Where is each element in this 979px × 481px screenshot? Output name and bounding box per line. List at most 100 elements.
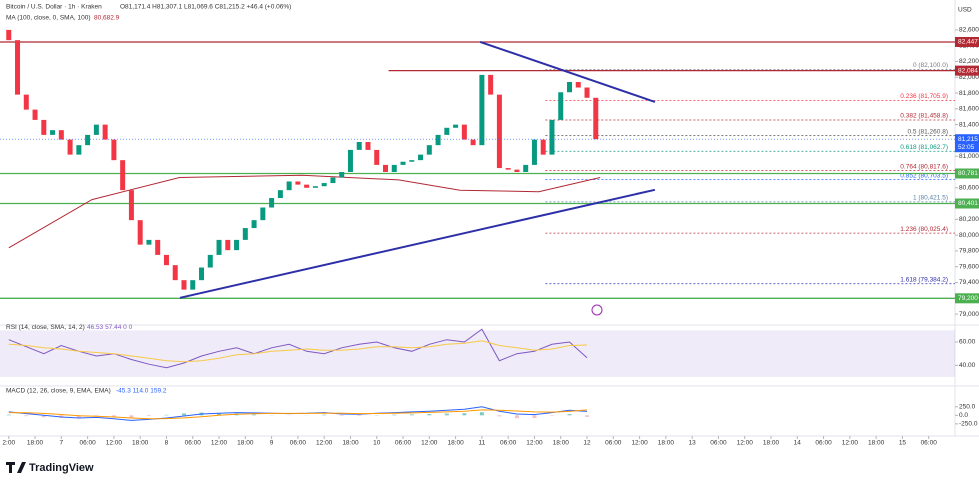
candle-body — [58, 130, 64, 140]
y-tick-label: 81,600 — [959, 106, 979, 113]
candle-body — [6, 29, 12, 41]
y-tick-label: 81,000 — [959, 153, 979, 160]
macd-label: MACD (12, 26, close, 9, EMA, EMA) — [6, 388, 111, 395]
candle-body — [330, 177, 336, 184]
macd-histogram-bar — [146, 415, 151, 416]
candle-body — [111, 139, 117, 161]
level-tag — [955, 65, 979, 76]
candle-body — [137, 220, 143, 245]
candle-body — [444, 127, 450, 135]
candle-body — [67, 139, 73, 155]
trend-line — [179, 188, 656, 299]
macd-histogram-bar — [164, 414, 169, 416]
x-tick-label: 18:00 — [553, 440, 570, 447]
macd-histogram-bar — [111, 415, 116, 418]
macd-histogram-bar — [462, 413, 467, 416]
y-tick-label: 82,600 — [959, 27, 979, 34]
x-tick-label: 12 — [583, 440, 591, 447]
macd-histogram-bar — [322, 414, 327, 416]
x-tick-label: 18:00 — [763, 440, 780, 447]
y-tick-label: 81,800 — [959, 90, 979, 97]
x-tick-label: 06:00 — [815, 440, 832, 447]
candle-body — [277, 190, 283, 199]
candle-body — [540, 139, 546, 155]
candle-body — [584, 87, 590, 98]
candle-body — [146, 239, 152, 245]
macd-histogram-bar — [549, 415, 554, 416]
candle-body — [435, 134, 441, 146]
macd-tick-label: 250.0 — [959, 403, 976, 410]
candle-body — [181, 280, 187, 290]
x-tick-label: 12:00 — [211, 440, 228, 447]
level-label: 80,401 — [958, 200, 978, 207]
x-tick-label: 12:00 — [106, 440, 123, 447]
macd-histogram-bar — [129, 415, 134, 418]
candle-body — [356, 142, 362, 150]
candle-body — [461, 124, 467, 140]
x-tick-label: 12:00 — [421, 440, 438, 447]
candle-body — [426, 145, 432, 155]
candle-body — [190, 280, 196, 290]
fib-label: 0.236 (81,705.9) — [900, 93, 948, 100]
y-tick-label: 81,400 — [959, 121, 979, 128]
fib-label: 0.852 (80,703.5) — [900, 172, 948, 179]
candle-body — [523, 164, 529, 172]
x-tick-label: 2:00 — [2, 440, 15, 447]
candle-body — [470, 139, 476, 146]
x-tick-label: 18:00 — [132, 440, 149, 447]
candle-body — [295, 181, 301, 185]
candle-body — [488, 74, 494, 95]
x-tick-label: 18:00 — [658, 440, 675, 447]
y-tick-label: 82,200 — [959, 58, 979, 65]
x-tick-label: 18:00 — [868, 440, 885, 447]
y-tick-label: 79,400 — [959, 279, 979, 286]
macd-histogram-bar — [339, 415, 344, 416]
fib-label: 0.618 (81,062.7) — [900, 144, 948, 151]
macd-histogram-bar — [444, 413, 449, 416]
macd-histogram-bar — [514, 415, 519, 419]
level-label: 82,084 — [958, 67, 978, 74]
x-tick-label: 11 — [479, 440, 486, 447]
candle-body — [400, 161, 406, 165]
macd-histogram-bar — [497, 415, 502, 417]
candle-body — [339, 172, 345, 178]
x-tick-label: 06:00 — [290, 440, 307, 447]
moving-average — [8, 174, 601, 249]
macd-histogram-bar — [427, 414, 432, 416]
candle-body — [347, 149, 353, 172]
ma-value: 80,682.9 — [94, 15, 120, 22]
macd-readout: -45.3 114.0 159.2 — [116, 388, 167, 395]
rsi-label: RSI (14, close, SMA, 14, 2) — [6, 324, 85, 331]
x-tick-label: 06:00 — [185, 440, 202, 447]
last-price-tag — [955, 134, 979, 153]
macd-histogram-bar — [41, 415, 46, 418]
fib-label: 0 (82,100.0) — [913, 62, 948, 69]
macd-histogram-bar — [76, 415, 81, 418]
candle-body — [365, 142, 371, 150]
candle-body — [575, 82, 581, 88]
x-tick-label: 06:00 — [500, 440, 517, 447]
candle-body — [32, 109, 38, 120]
x-tick-label: 9 — [270, 440, 274, 447]
candle-body — [549, 119, 555, 155]
y-tick-label: 82,000 — [959, 74, 979, 81]
candle-body — [242, 228, 248, 240]
macd-histogram-bar — [392, 414, 397, 416]
x-tick-label: 7 — [60, 440, 64, 447]
alert-icon — [591, 304, 603, 316]
macd-histogram-bar — [24, 415, 29, 417]
currency: USD — [958, 7, 972, 14]
candle-body — [128, 190, 134, 221]
candle-body — [304, 184, 310, 188]
candle-body — [207, 254, 213, 268]
candle-body — [76, 145, 82, 155]
candle-body — [234, 239, 240, 251]
ohlc-readout: O81,171.4 H81,307.1 L81,069.6 C81,215.2 … — [120, 4, 291, 11]
x-tick-label: 15 — [899, 440, 907, 447]
x-tick-label: 18:00 — [342, 440, 359, 447]
x-tick-label: 06:00 — [605, 440, 622, 447]
trend-line — [479, 40, 656, 103]
candle-body — [85, 134, 91, 146]
level-tag — [955, 293, 979, 304]
